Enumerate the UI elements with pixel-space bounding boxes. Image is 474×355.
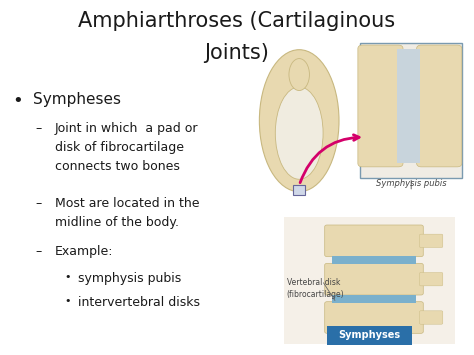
- Text: •: •: [64, 272, 71, 282]
- Text: –: –: [36, 122, 42, 136]
- Ellipse shape: [275, 87, 323, 179]
- Text: •: •: [64, 296, 71, 306]
- Ellipse shape: [259, 50, 339, 192]
- FancyBboxPatch shape: [325, 263, 423, 295]
- Text: Most are located in the
midline of the body.: Most are located in the midline of the b…: [55, 197, 199, 229]
- Text: –: –: [36, 197, 42, 210]
- FancyBboxPatch shape: [325, 225, 423, 257]
- FancyBboxPatch shape: [332, 295, 416, 303]
- FancyBboxPatch shape: [419, 273, 443, 286]
- FancyBboxPatch shape: [327, 326, 412, 345]
- Text: Amphiarthroses (Cartilaginous: Amphiarthroses (Cartilaginous: [78, 11, 396, 31]
- FancyBboxPatch shape: [325, 302, 423, 333]
- Ellipse shape: [289, 59, 310, 91]
- FancyBboxPatch shape: [417, 45, 462, 167]
- FancyBboxPatch shape: [332, 256, 416, 264]
- FancyBboxPatch shape: [397, 49, 420, 163]
- Text: –: –: [36, 245, 42, 258]
- FancyBboxPatch shape: [293, 185, 305, 195]
- Text: Sympheses: Sympheses: [33, 92, 121, 107]
- Text: Example:: Example:: [55, 245, 113, 258]
- FancyBboxPatch shape: [358, 45, 403, 167]
- FancyBboxPatch shape: [419, 234, 443, 247]
- Text: Symphyses: Symphyses: [338, 330, 401, 340]
- Text: Joints): Joints): [205, 43, 269, 62]
- FancyBboxPatch shape: [284, 217, 455, 344]
- Text: intervertebral disks: intervertebral disks: [78, 296, 200, 310]
- Text: •: •: [12, 92, 23, 110]
- FancyBboxPatch shape: [360, 43, 462, 178]
- FancyBboxPatch shape: [419, 311, 443, 324]
- Text: Vertebral disk
(fibrocartilage): Vertebral disk (fibrocartilage): [287, 278, 345, 299]
- Text: Joint in which  a pad or
disk of fibrocartilage
connects two bones: Joint in which a pad or disk of fibrocar…: [55, 122, 198, 174]
- Text: symphysis pubis: symphysis pubis: [78, 272, 182, 285]
- Text: Symphysis pubis: Symphysis pubis: [376, 179, 447, 188]
